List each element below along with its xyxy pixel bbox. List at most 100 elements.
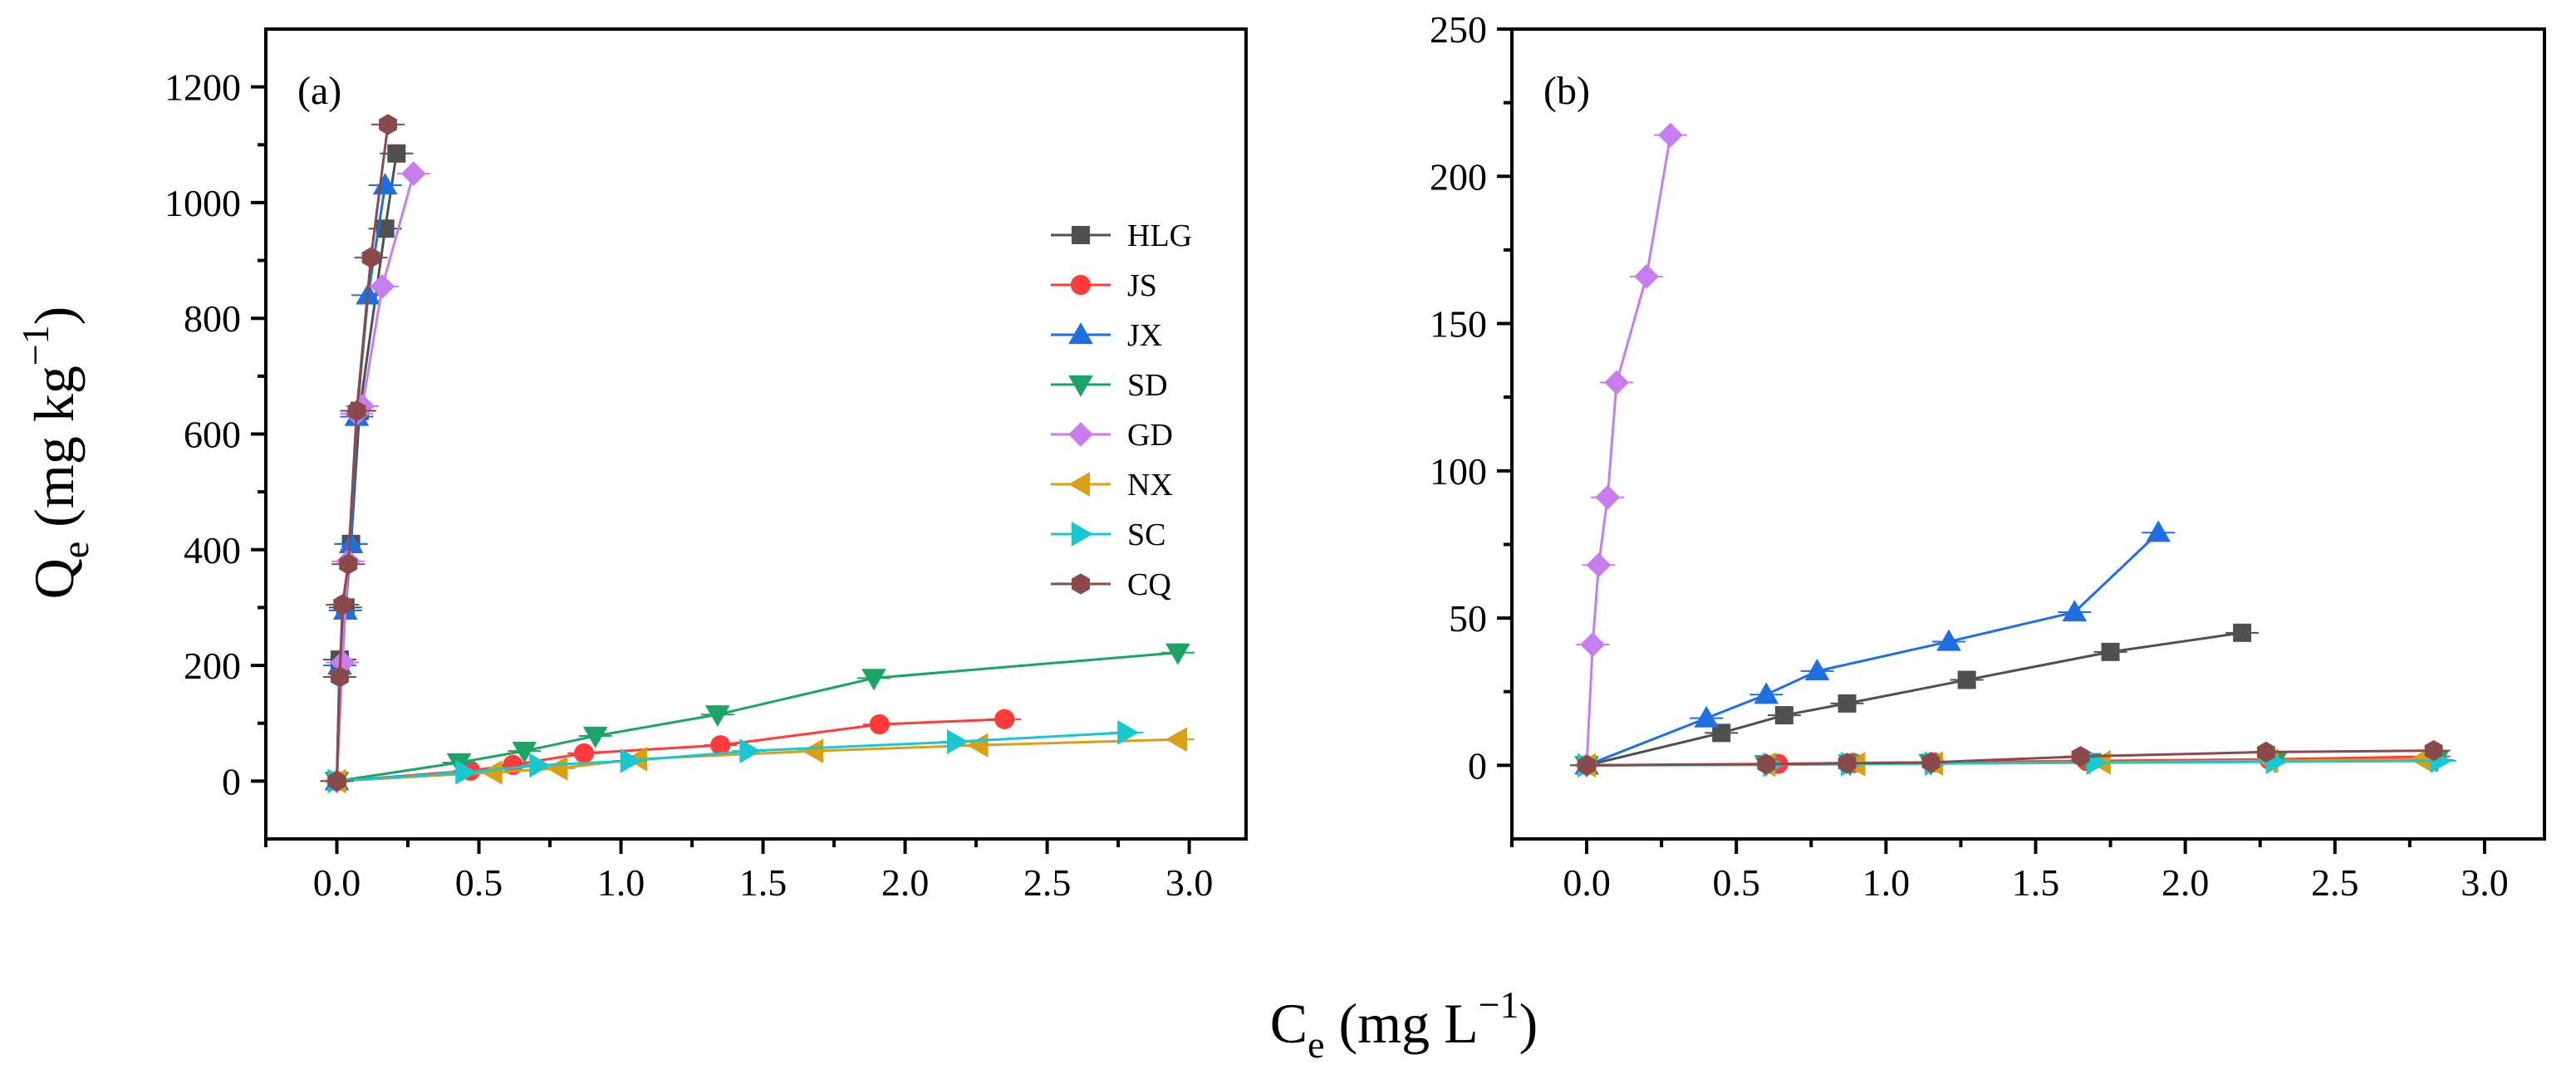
data-point-jx [338, 531, 364, 553]
data-point-hlg [1774, 706, 1793, 725]
data-point-gd [1595, 484, 1621, 510]
data-point-hlg [387, 144, 406, 163]
data-point-jx [1936, 629, 1961, 651]
data-point-js [994, 709, 1015, 729]
x-tick-label: 0.5 [455, 861, 503, 904]
data-point-nx [966, 733, 989, 758]
data-point-gd [1580, 632, 1606, 657]
panel-label: (b) [1543, 69, 1590, 113]
y-tick-label: 0 [1468, 744, 1487, 787]
data-point-cq [1757, 753, 1776, 775]
panel-a: 0.0 0.5 1.0 1.5 2.0 2.5 3.0 0 200 400 600 800 1000 12… [164, 27, 1248, 904]
data-point-hlg [375, 219, 395, 238]
data-point-jx [1804, 659, 1830, 681]
legend-label-hlg: HLG [1127, 218, 1192, 253]
legend-label-sd: SD [1127, 368, 1168, 403]
x-tick-label: 1.0 [597, 861, 645, 904]
data-point-js [573, 743, 595, 764]
data-point-cq [361, 247, 380, 268]
legend-label-jx: JX [1127, 318, 1162, 353]
data-point-cq [2071, 746, 2090, 767]
data-point-gd [1634, 263, 1659, 289]
legend-marker-sc [1071, 522, 1093, 547]
data-point-jx [1754, 682, 1779, 704]
data-point-hlg [2101, 642, 2120, 661]
series-line-jx [1586, 532, 2160, 767]
data-point-sd [861, 669, 886, 691]
data-point-gd [1586, 552, 1612, 578]
data-point-jx [1694, 705, 1720, 728]
data-point-hlg [1712, 723, 1731, 743]
x-axis-label: Ce (mg L−1) [1270, 983, 1538, 1066]
y-tick-label: 50 [1449, 597, 1487, 640]
data-point-sd [582, 726, 608, 748]
legend-label-cq: CQ [1127, 567, 1171, 602]
y-tick-label: 1200 [164, 66, 241, 109]
x-tick-label: 2.0 [881, 861, 930, 904]
data-point-nx [802, 738, 824, 763]
data-point-gd [401, 161, 426, 186]
x-tick-label: 2.0 [2161, 861, 2210, 904]
data-point-sc [1117, 720, 1140, 745]
x-tick-label: 3.0 [2461, 861, 2509, 904]
data-point-cq [2424, 739, 2443, 762]
data-point-jx [2146, 520, 2171, 542]
data-point-cq [330, 666, 349, 688]
data-point-js [869, 714, 890, 735]
legend-marker-cq [1072, 573, 1090, 595]
data-point-sd [512, 742, 537, 763]
legend-marker-hlg [1072, 226, 1090, 244]
legend-label-nx: NX [1127, 468, 1173, 503]
data-point-sc [620, 748, 642, 773]
data-point-sc [529, 753, 552, 778]
legend-marker-jx [1068, 322, 1093, 345]
series-line-hlg [1586, 631, 2243, 767]
data-point-cq [1838, 753, 1857, 774]
x-tick-label: 2.5 [2311, 861, 2359, 904]
y-tick-label: 100 [1430, 450, 1487, 493]
x-tick-label: 2.5 [1023, 861, 1072, 904]
panel-label: (a) [297, 69, 341, 113]
legend-marker-sd [1068, 375, 1093, 397]
y-tick-label: 150 [1430, 303, 1487, 346]
legend-marker-gd [1068, 422, 1093, 447]
data-point-sc [455, 760, 478, 785]
x-tick-label: 0.0 [1563, 861, 1611, 904]
y-tick-label: 800 [184, 297, 241, 340]
y-tick-label: 1000 [164, 182, 241, 224]
data-point-cq [339, 553, 358, 575]
legend-marker-js [1070, 274, 1092, 296]
y-tick-label: 400 [184, 529, 241, 571]
data-point-sc [946, 729, 969, 754]
series-line-js [336, 718, 1005, 782]
data-point-cq [1921, 752, 1941, 773]
series-line-gd [1585, 135, 1672, 766]
data-point-gd [1604, 370, 1629, 395]
data-point-cq [1577, 754, 1597, 777]
x-tick-label: 3.0 [1165, 861, 1214, 904]
data-point-cq [333, 594, 352, 615]
x-tick-label: 0.0 [313, 861, 361, 904]
data-point-nx [546, 756, 568, 781]
data-point-nx [1165, 727, 1188, 753]
data-point-sd [704, 705, 730, 728]
y-tick-label: 200 [1430, 155, 1487, 198]
data-point-gd [370, 274, 395, 299]
legend-label-js: JS [1127, 268, 1157, 303]
data-point-js [710, 735, 731, 756]
data-point-cq [327, 770, 346, 792]
data-point-gd [330, 650, 356, 675]
panel-b: 0.0 0.5 1.0 1.5 2.0 2.5 3.0 0 50 100 150 200 250 (b) [1430, 8, 2546, 904]
y-tick-label: 600 [184, 414, 241, 456]
plot-frame [1510, 27, 2546, 841]
x-tick-label: 1.5 [2012, 861, 2060, 904]
legend-label-gd: GD [1127, 418, 1173, 453]
data-point-hlg [2233, 623, 2252, 642]
data-point-cq [379, 114, 398, 135]
data-point-hlg [1838, 694, 1857, 713]
y-tick-label: 200 [184, 645, 241, 687]
legend-marker-nx [1068, 472, 1091, 497]
data-point-cq [347, 400, 366, 422]
legend-label-sc: SC [1127, 517, 1165, 552]
